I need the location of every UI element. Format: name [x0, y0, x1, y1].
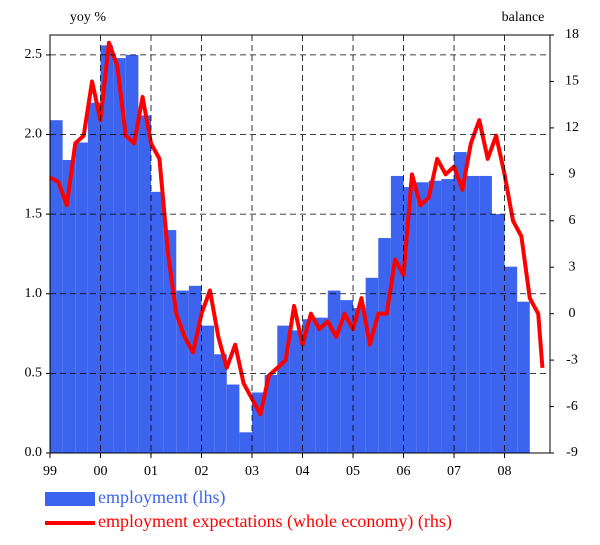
y-tick-label: 1.0 [25, 286, 43, 301]
bar [378, 238, 391, 453]
bar [327, 290, 341, 453]
bar [491, 214, 505, 453]
bar [87, 102, 101, 453]
y2-tick-label: -6 [566, 399, 578, 414]
y2-tick-label: -3 [566, 352, 578, 367]
bar [289, 330, 303, 453]
bar [390, 175, 404, 453]
legend-swatch [45, 492, 95, 506]
bar [201, 325, 215, 453]
legend-label: employment expectations (whole economy) … [98, 511, 452, 532]
line [49, 40, 545, 417]
bar [226, 384, 240, 453]
bar [239, 432, 253, 453]
y2-axis-label: balance [502, 10, 545, 25]
bar [188, 285, 202, 453]
bar [100, 45, 114, 454]
x-tick-label: 00 [94, 464, 108, 479]
bar [454, 152, 467, 454]
plot-frame [49, 34, 551, 454]
bar [504, 266, 518, 453]
bar [302, 319, 316, 453]
y-tick-label: 2.0 [25, 127, 43, 142]
bar [75, 142, 88, 453]
bar [353, 308, 366, 453]
bar [62, 160, 76, 454]
y-tick-label: 2.5 [25, 47, 43, 62]
x-tick-label: 08 [498, 464, 512, 479]
y-tick-label: 1.5 [25, 206, 43, 221]
y2-tick-label: 3 [569, 259, 576, 274]
x-tick-label: 02 [195, 464, 209, 479]
x-tick-label: 03 [245, 464, 259, 479]
y-tick-label: 0.0 [25, 445, 43, 460]
bar [428, 180, 442, 453]
bar [479, 175, 492, 453]
legend-label: employment (lhs) [98, 487, 225, 508]
bar [315, 317, 328, 453]
y2-tick-label: 6 [569, 213, 576, 228]
bar [416, 182, 429, 454]
bar [365, 277, 379, 453]
bar [403, 187, 417, 453]
bar [264, 374, 278, 453]
bar [50, 120, 63, 453]
bar [214, 354, 227, 453]
bar [125, 54, 139, 454]
bar [138, 115, 152, 454]
bar [176, 290, 189, 453]
y2-tick-label: -9 [566, 445, 578, 460]
y-tick-label: 0.5 [25, 366, 43, 381]
y2-tick-label: 0 [569, 306, 576, 321]
x-tick-label: 05 [346, 464, 360, 479]
x-tick-label: 99 [43, 464, 57, 479]
bar [517, 301, 530, 453]
x-tick-label: 04 [296, 464, 310, 479]
y2-tick-label: 9 [569, 167, 576, 182]
x-tick-label: 06 [397, 464, 411, 479]
y2-tick-label: 18 [565, 27, 579, 42]
y-axis-label: yoy % [70, 10, 107, 25]
bar [441, 179, 455, 453]
y2-tick-label: 15 [565, 74, 579, 89]
x-tick-label: 07 [447, 464, 461, 479]
bar [151, 191, 164, 453]
x-tick-label: 01 [144, 464, 158, 479]
y2-tick-label: 12 [565, 120, 579, 135]
bar [340, 300, 354, 453]
bar [113, 58, 126, 453]
bar [466, 175, 480, 453]
